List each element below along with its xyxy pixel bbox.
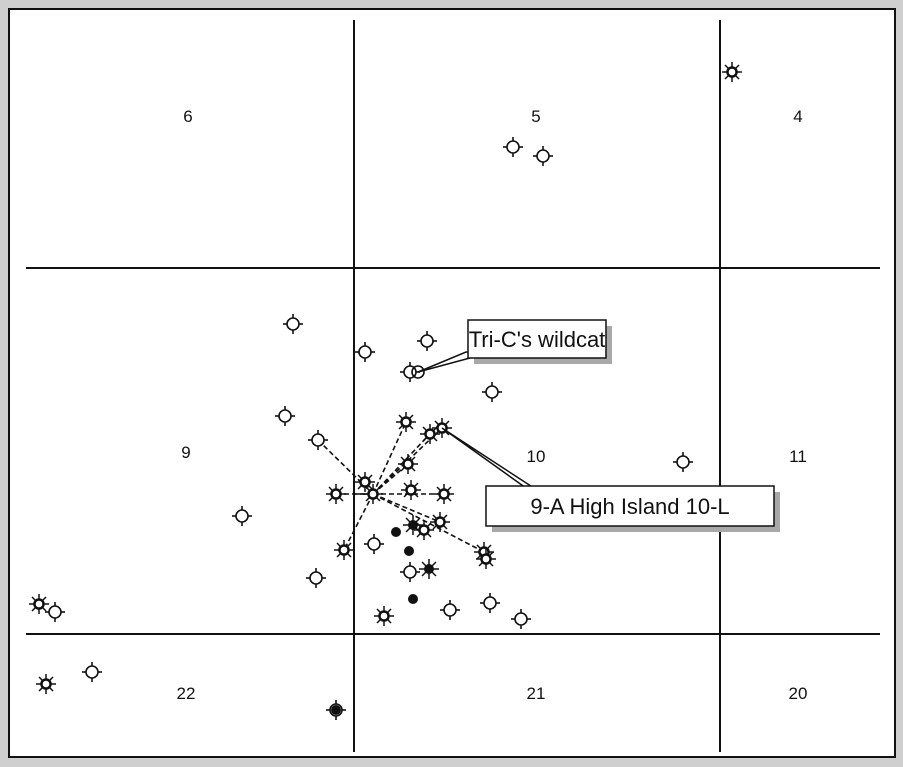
wildcat-label: Tri-C's wildcat [469, 327, 606, 352]
block-number-6: 6 [183, 107, 192, 126]
wildcat-callout: Tri-C's wildcat [417, 319, 612, 373]
high-island-callout: 9-A High Island 10-L [441, 427, 780, 532]
oil-well-symbol [408, 594, 418, 604]
block-number-20: 20 [789, 684, 808, 703]
gas-well-symbol [429, 511, 451, 533]
gas-well-symbol [400, 479, 422, 501]
map-area [8, 8, 896, 758]
gas-well-symbol [28, 593, 50, 615]
gas-well-symbol [395, 411, 417, 433]
block-number-4: 4 [793, 107, 802, 126]
block-number-22: 22 [177, 684, 196, 703]
gas-well-symbol [325, 483, 347, 505]
gas-well-symbol [721, 61, 743, 83]
high-island-label: 9-A High Island 10-L [530, 494, 729, 519]
gas-well-symbol [475, 548, 497, 570]
gas-well-symbol [35, 673, 57, 695]
gas-well-symbol [373, 605, 395, 627]
block-number-5: 5 [531, 107, 540, 126]
oil-well-symbol [391, 527, 401, 537]
block-number-11: 11 [789, 447, 807, 466]
gas-well-symbol [362, 483, 384, 505]
block-number-10: 10 [527, 447, 546, 466]
gas-well-symbol [397, 453, 419, 475]
block-number-21: 21 [527, 684, 546, 703]
oil-well-symbol [404, 546, 414, 556]
block-number-9: 9 [181, 443, 190, 462]
gas-well-symbol [333, 539, 355, 561]
proposed-location-symbol [411, 365, 425, 379]
oil-well-symbol [402, 514, 424, 536]
block-grid [26, 20, 880, 752]
gas-well-symbol [433, 483, 455, 505]
block-numbers: 6 5 4 9 10 11 22 21 20 [177, 107, 808, 703]
oil-well-symbol [418, 558, 440, 580]
oil-well-symbol [331, 705, 341, 715]
